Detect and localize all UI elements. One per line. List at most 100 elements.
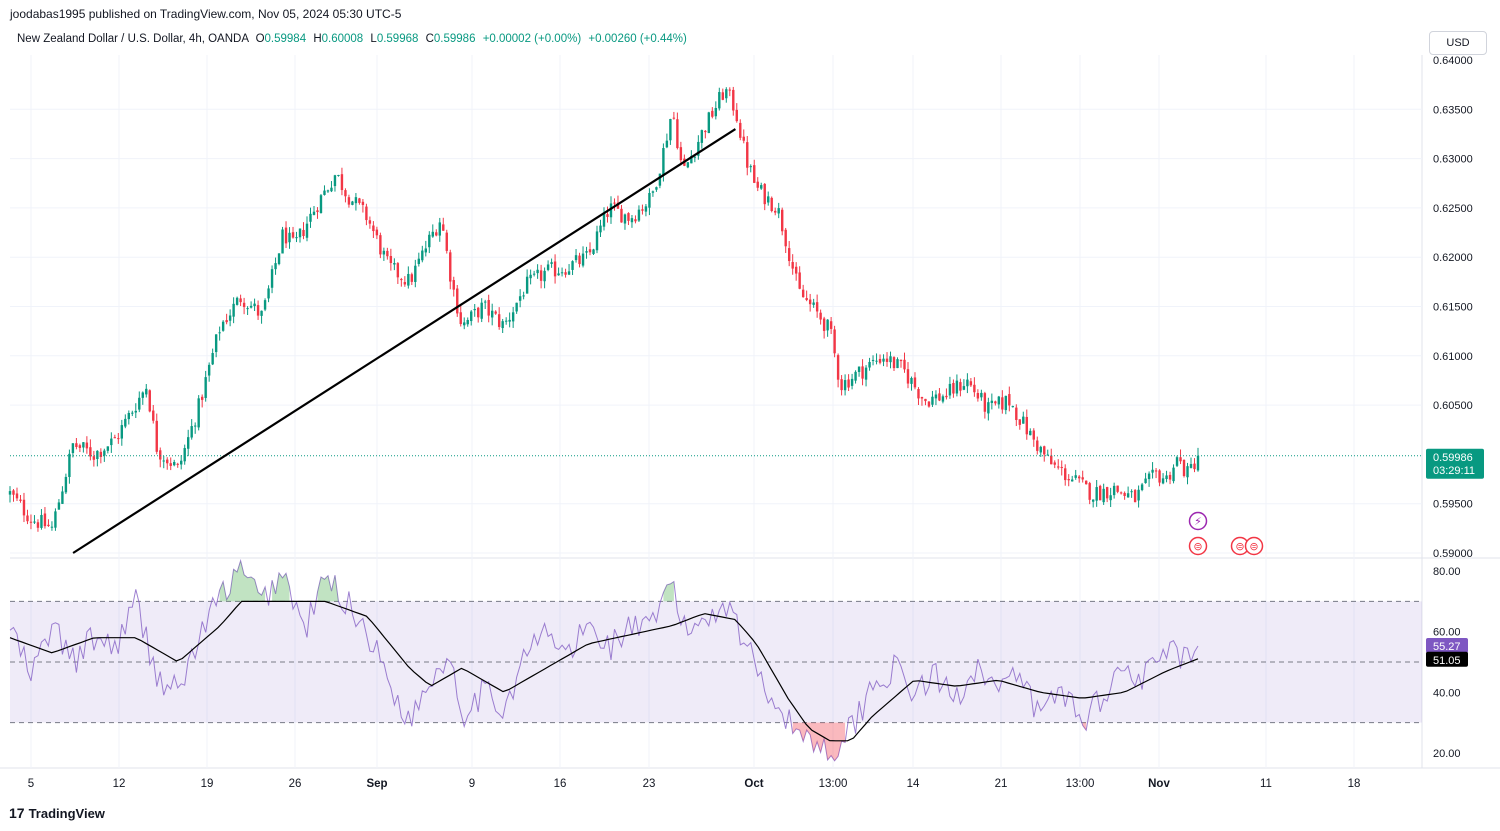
time-tick-label: Sep — [366, 778, 387, 790]
time-tick-label: Nov — [1148, 778, 1170, 790]
candle-body — [767, 196, 770, 203]
candle-body — [8, 491, 12, 495]
candle-body — [592, 249, 595, 254]
candle-body — [400, 279, 403, 281]
rsi-value-label: 55.27 — [1433, 641, 1461, 653]
candle-body — [854, 371, 857, 381]
candle-body — [337, 174, 340, 176]
candle-body — [291, 232, 295, 238]
candle-body — [1116, 485, 1119, 492]
candle-body — [19, 499, 22, 501]
rsi-oversold-fill — [1082, 722, 1087, 731]
candle-body — [431, 231, 434, 237]
candle-body — [1095, 487, 1098, 501]
rsi-overbought-fill — [663, 581, 674, 602]
candle-body — [319, 195, 323, 213]
candle-body — [1001, 397, 1004, 410]
grid-lines — [0, 55, 1500, 769]
candle-body — [1018, 419, 1021, 425]
rsi-overbought-fill — [317, 575, 339, 602]
candle-body — [1046, 454, 1049, 456]
candle-body — [187, 437, 190, 449]
time-tick-label: 18 — [1348, 778, 1361, 790]
rsi-tick-label: 40.00 — [1433, 687, 1461, 699]
candle-body — [211, 353, 214, 365]
candle-body — [910, 377, 913, 384]
price-tick-label: 0.60500 — [1433, 400, 1473, 412]
candle-body — [120, 425, 124, 439]
candle-body — [868, 361, 871, 368]
candle-body — [1193, 463, 1196, 470]
candle-body — [711, 110, 714, 117]
candle-body — [655, 187, 658, 190]
time-tick-label: 9 — [469, 778, 475, 790]
candle-body — [221, 321, 225, 331]
candle-body — [833, 329, 836, 354]
candle-body — [934, 394, 938, 399]
candle-body — [1147, 473, 1151, 480]
candle-body — [798, 272, 801, 289]
candle-body — [1165, 475, 1168, 480]
candle-body — [969, 381, 973, 386]
close-label: C — [425, 33, 434, 45]
candle-body — [637, 209, 641, 221]
candle-body — [477, 307, 480, 318]
rsi-tick-label: 20.00 — [1433, 748, 1461, 760]
candle-body — [634, 219, 637, 222]
candle-body — [892, 357, 896, 369]
currency-button[interactable]: USD — [1429, 31, 1487, 55]
candle-body — [1179, 457, 1182, 462]
candle-body — [190, 426, 193, 438]
candle-body — [1140, 484, 1144, 491]
publisher-caption: joodabas1995 published on TradingView.co… — [10, 7, 402, 21]
trendline[interactable] — [72, 128, 737, 554]
candle-body — [826, 319, 829, 331]
candle-body — [602, 212, 606, 227]
candle-body — [595, 231, 599, 251]
candle-body — [64, 476, 68, 493]
candle-body — [805, 297, 808, 301]
candle-body — [344, 190, 347, 197]
tradingview-logo[interactable]: 17 TradingView — [9, 805, 105, 821]
candle-body — [1151, 469, 1154, 473]
time-tick-label: 12 — [113, 778, 126, 790]
candle-body — [26, 515, 29, 522]
price-tick-label: 0.59500 — [1433, 499, 1473, 511]
candle-body — [99, 451, 103, 457]
price-tick-label: 0.59000 — [1433, 548, 1473, 560]
trendline-segment — [72, 128, 737, 554]
candle-body — [1011, 406, 1015, 408]
time-tick-label: 19 — [201, 778, 214, 790]
candle-body — [973, 384, 976, 393]
bar-countdown: 03:29:11 — [1433, 465, 1475, 477]
candle-body — [1126, 493, 1130, 498]
candle-body — [945, 395, 948, 398]
candle-body — [396, 263, 400, 278]
candle-body — [29, 521, 33, 523]
chart-canvas[interactable]: ⚡ ⊜ ⊜ ⊜ 0.63500 0.63000 0.62500 0.62000 0.61500… — [0, 0, 1500, 800]
price-axis[interactable]: 0.63500 0.63000 0.62500 0.62000 0.61500 0.610… — [1433, 55, 1473, 760]
candle-body — [676, 119, 679, 149]
candle-body — [1084, 480, 1088, 485]
candle-body — [389, 256, 393, 264]
candle-body — [89, 447, 92, 457]
candle-body — [1144, 478, 1147, 484]
low-value: 0.59968 — [376, 33, 419, 45]
candle-body — [522, 295, 525, 297]
event-markers[interactable]: ⚡ ⊜ ⊜ ⊜ — [1188, 511, 1264, 556]
candle-body — [941, 396, 945, 402]
candle-body — [679, 147, 683, 161]
candle-body — [728, 89, 731, 91]
candle-body — [193, 425, 197, 427]
candle-body — [110, 438, 113, 446]
candle-body — [1105, 487, 1109, 499]
open-label: O — [255, 33, 265, 45]
candle-body — [882, 358, 885, 362]
candle-body — [1060, 466, 1063, 469]
time-axis[interactable]: 5 12 19 26 Sep 9 16 23 Oct 13:00 14 21 13:00 Nov 11 18 — [28, 778, 1361, 790]
candle-body — [414, 265, 417, 282]
candle-body — [578, 255, 581, 265]
candle-body — [225, 320, 228, 323]
candle-body — [183, 448, 186, 462]
candle-body — [746, 142, 749, 168]
